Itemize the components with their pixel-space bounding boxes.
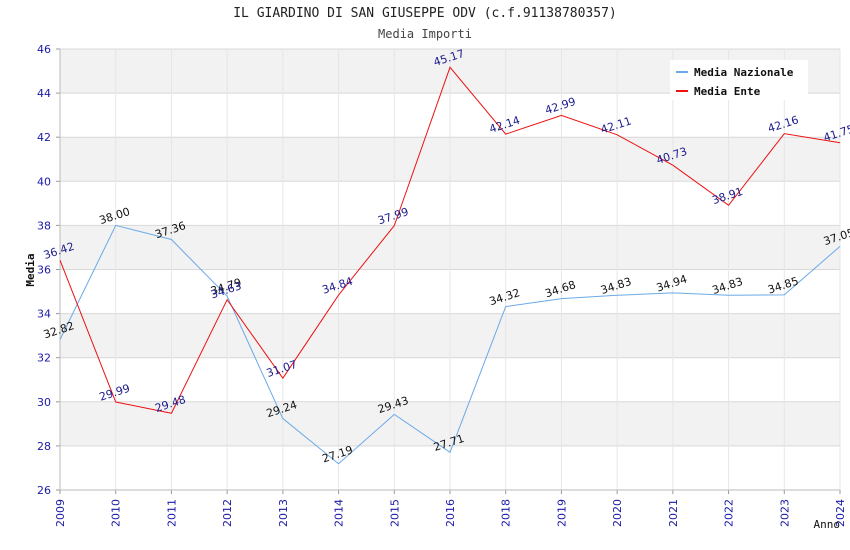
x-tick-label: 2024 — [834, 499, 847, 527]
y-axis-label: Media — [24, 253, 37, 286]
chart-subtitle: Media Importi — [378, 27, 472, 41]
y-tick-label: 38 — [37, 219, 51, 232]
x-tick-labels: 2009 2010 2011 2012 2013 2014 2015 2016 2018 2019… — [54, 499, 847, 527]
x-tick-label: 2022 — [723, 499, 736, 527]
legend: Media Nazionale Media Ente — [670, 60, 808, 100]
series-line-media-ente — [59, 66, 841, 414]
y-tick-label: 28 — [37, 440, 51, 453]
y-tick-label: 32 — [37, 352, 51, 365]
x-tick-label: 2014 — [333, 499, 346, 527]
chart-title: IL GIARDINO DI SAN GIUSEPPE ODV (c.f.911… — [233, 6, 617, 21]
y-tick-label: 40 — [37, 175, 51, 188]
y-tick-label: 42 — [37, 131, 51, 144]
x-tick-label: 2021 — [667, 499, 680, 527]
x-tick-label: 2010 — [110, 499, 123, 527]
x-tick-label: 2015 — [388, 499, 401, 527]
x-tick-label: 2011 — [165, 499, 178, 527]
x-tick-label: 2020 — [611, 499, 624, 527]
x-tick-label: 2016 — [444, 499, 457, 527]
y-tick-label: 46 — [37, 43, 51, 56]
legend-label: Media Ente — [694, 85, 761, 98]
series-line-media-nazionale — [59, 224, 841, 465]
y-tick-label: 30 — [37, 396, 51, 409]
x-tick-label: 2018 — [500, 499, 513, 527]
y-tick-label: 34 — [37, 308, 51, 321]
x-tick-label: 2023 — [778, 499, 791, 527]
x-tick-label: 2009 — [54, 499, 67, 527]
axes — [56, 48, 841, 494]
y-tick-labels: 26 28 30 32 34 36 38 40 42 44 46 — [37, 43, 51, 497]
y-tick-label: 26 — [37, 484, 51, 497]
series-lines — [59, 66, 841, 465]
x-axis-label: Anno — [814, 518, 841, 531]
x-tick-label: 2012 — [221, 499, 234, 527]
y-tick-label: 36 — [37, 264, 51, 277]
legend-label: Media Nazionale — [694, 66, 794, 79]
x-tick-label: 2013 — [277, 499, 290, 527]
x-tick-label: 2019 — [555, 499, 568, 527]
legend-box — [670, 60, 808, 100]
y-tick-label: 44 — [37, 87, 51, 100]
